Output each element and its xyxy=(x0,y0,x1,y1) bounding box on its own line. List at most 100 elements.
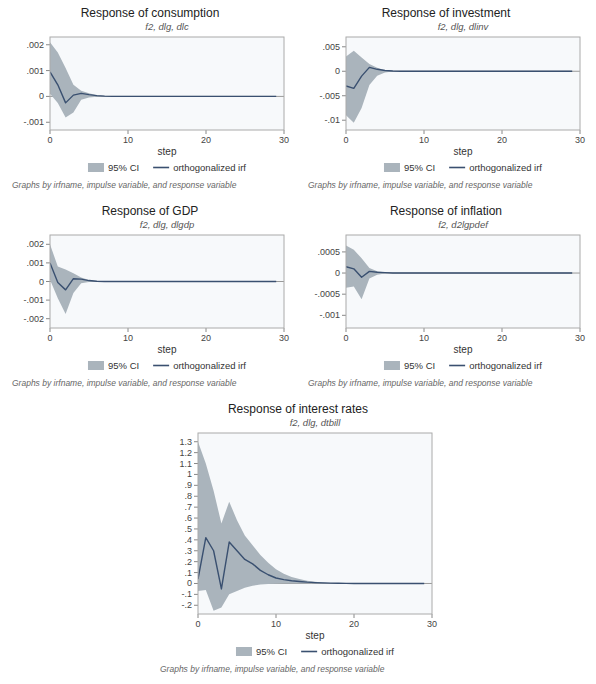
y-tick-label: .001 xyxy=(26,258,44,268)
x-tick-label: 30 xyxy=(427,619,437,629)
subtitle: f2, d2lgpdef xyxy=(438,219,489,230)
title: Response of interest rates xyxy=(228,402,368,416)
y-tick xyxy=(194,528,198,529)
panel: Response of investmentf2, dlg, dlinv-.01… xyxy=(308,6,585,190)
x-tick-label: 0 xyxy=(195,619,200,629)
legend: 95% CIorthogonalized irf xyxy=(384,162,542,173)
y-tick-label: -.001 xyxy=(23,117,44,127)
subtitle: f2, dlg, dtbill xyxy=(290,417,342,428)
title: Response of inflation xyxy=(390,204,502,218)
y-tick xyxy=(194,594,198,595)
x-tick-label: 10 xyxy=(123,333,133,343)
subtitle: f2, dlg, dlgdp xyxy=(140,219,194,230)
y-tick xyxy=(46,244,50,245)
y-tick xyxy=(194,572,198,573)
y-tick-label: -.005 xyxy=(319,91,340,101)
legend: 95% CIorthogonalized irf xyxy=(88,360,246,371)
ci-band xyxy=(50,42,276,117)
y-tick-label: .8 xyxy=(184,491,192,501)
x-tick xyxy=(346,130,347,134)
y-tick-label: 1.2 xyxy=(179,448,192,458)
plot-area xyxy=(50,37,284,130)
footer-note: Graphs by irfname, impulse variable, and… xyxy=(12,180,237,190)
x-tick xyxy=(284,130,285,134)
y-tick xyxy=(46,44,50,45)
y-tick xyxy=(194,550,198,551)
plot-data xyxy=(198,442,432,611)
y-tick-label: -.001 xyxy=(319,310,340,320)
y-tick xyxy=(342,46,346,47)
x-axis-label: step xyxy=(454,146,473,157)
x-axis-label: step xyxy=(158,344,177,355)
x-tick xyxy=(580,130,581,134)
x-tick xyxy=(502,328,503,332)
figure: Response of consumptionf2, dlg, dlc-.001… xyxy=(0,0,596,684)
y-tick xyxy=(194,539,198,540)
x-tick-label: 10 xyxy=(419,333,429,343)
plot-area xyxy=(346,37,580,130)
footer-note: Graphs by irfname, impulse variable, and… xyxy=(160,664,385,674)
title: Response of GDP xyxy=(102,204,199,218)
plot-frame xyxy=(346,37,580,130)
y-tick-label: .002 xyxy=(26,40,44,50)
y-tick-label: .6 xyxy=(184,513,192,523)
y-tick-label: 0 xyxy=(335,66,340,76)
x-tick xyxy=(50,130,51,134)
plot-area xyxy=(346,235,580,328)
y-tick xyxy=(194,474,198,475)
y-tick xyxy=(342,71,346,72)
y-tick-label: -.0005 xyxy=(314,289,340,299)
x-tick-label: 10 xyxy=(271,619,281,629)
y-tick-label: 0 xyxy=(39,91,44,101)
y-tick-label: -.01 xyxy=(324,115,340,125)
legend-swatch xyxy=(384,163,400,172)
x-axis-label: step xyxy=(158,146,177,157)
y-tick-label: 1 xyxy=(187,469,192,479)
y-tick-label: -.001 xyxy=(23,295,44,305)
x-tick xyxy=(354,614,355,618)
y-tick xyxy=(46,281,50,282)
panel: Response of inflationf2, d2lgpdef -.001 -.… xyxy=(308,204,585,388)
x-tick xyxy=(432,614,433,618)
y-tick xyxy=(46,300,50,301)
x-axis-label: step xyxy=(454,344,473,355)
x-tick-label: 20 xyxy=(201,333,211,343)
x-axis-label: step xyxy=(306,630,325,641)
footer-note: Graphs by irfname, impulse variable, and… xyxy=(12,378,237,388)
legend-label: 95% CI xyxy=(256,646,287,657)
y-tick-label: -.1 xyxy=(181,589,192,599)
x-tick-label: 30 xyxy=(279,333,289,343)
legend-swatch xyxy=(153,167,169,169)
y-tick xyxy=(194,507,198,508)
y-tick-label: .002 xyxy=(26,239,44,249)
y-tick-label: .5 xyxy=(184,524,192,534)
legend-swatch xyxy=(384,361,400,370)
plot-frame xyxy=(50,37,284,130)
plot-frame xyxy=(50,235,284,328)
footer-note: Graphs by irfname, impulse variable, and… xyxy=(308,180,533,190)
footer-note: Graphs by irfname, impulse variable, and… xyxy=(308,378,533,388)
legend-label: 95% CI xyxy=(108,360,139,371)
x-tick xyxy=(198,614,199,618)
y-tick xyxy=(194,441,198,442)
panel: Response of consumptionf2, dlg, dlc-.001… xyxy=(12,6,289,190)
y-tick xyxy=(342,120,346,121)
y-tick-label: -.002 xyxy=(23,314,44,324)
y-tick xyxy=(194,561,198,562)
y-tick-label: .1 xyxy=(184,568,192,578)
legend-label: 95% CI xyxy=(404,360,435,371)
x-tick xyxy=(284,328,285,332)
irf-line xyxy=(50,72,276,103)
legend-swatch xyxy=(88,163,104,172)
y-tick xyxy=(194,583,198,584)
legend: 95% CIorthogonalized irf xyxy=(236,646,394,657)
legend-swatch xyxy=(449,365,465,367)
legend-swatch xyxy=(153,365,169,367)
irf-line xyxy=(50,263,276,290)
legend: 95% CIorthogonalized irf xyxy=(384,360,542,371)
x-tick xyxy=(346,328,347,332)
x-tick xyxy=(502,130,503,134)
y-tick-label: .0005 xyxy=(317,247,340,257)
y-tick-label: .4 xyxy=(184,535,192,545)
y-tick xyxy=(46,318,50,319)
